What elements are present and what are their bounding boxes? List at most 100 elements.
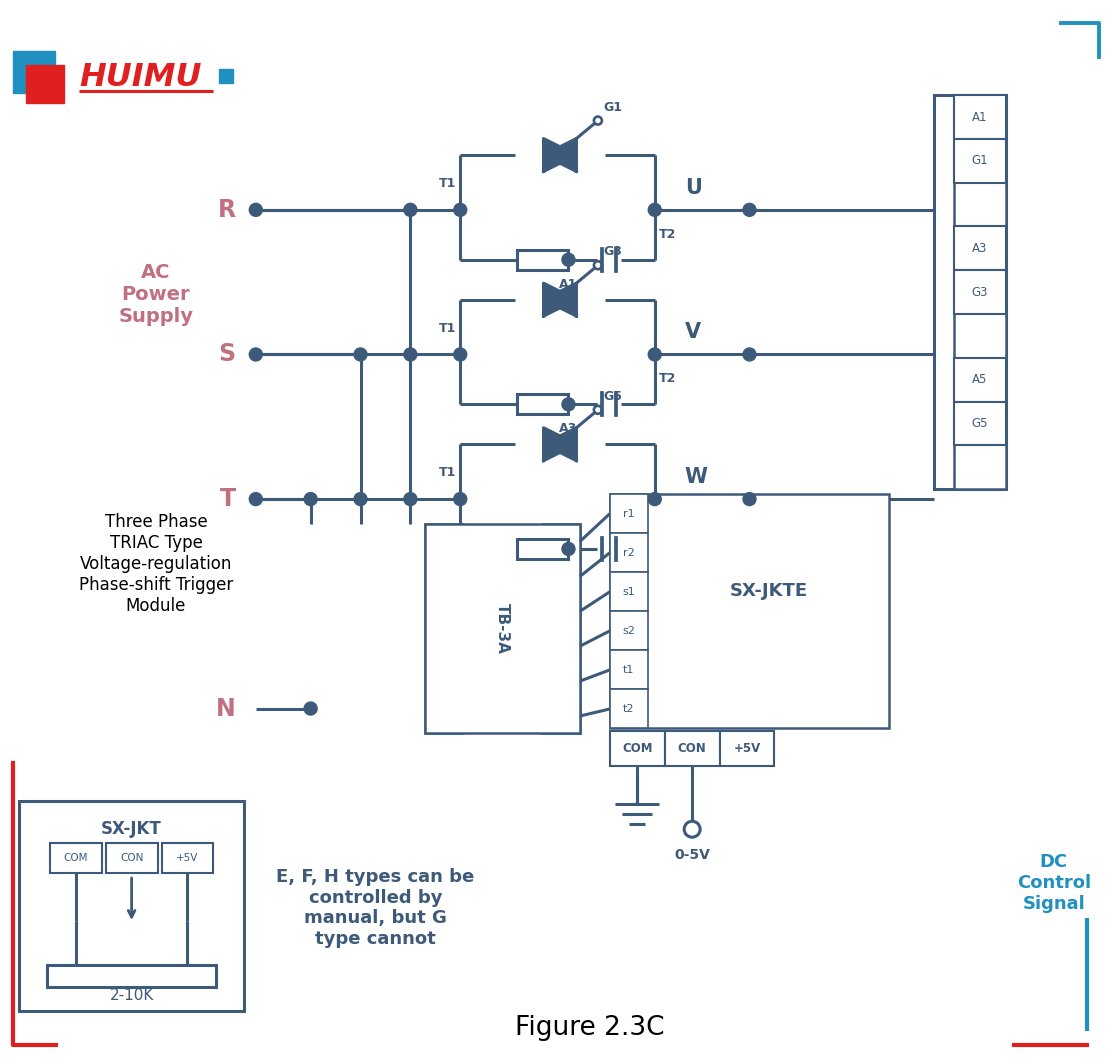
Circle shape	[562, 543, 575, 555]
Circle shape	[454, 493, 467, 505]
Bar	[517, 539, 568, 559]
Text: 2-10K: 2-10K	[109, 987, 153, 1002]
Bar	[426, 525, 464, 733]
Circle shape	[648, 493, 662, 505]
Text: T2: T2	[658, 517, 676, 530]
Bar	[426, 525, 580, 733]
Circle shape	[305, 493, 317, 505]
Bar	[19, 801, 244, 1011]
Bar	[13, 51, 56, 94]
Bar	[219, 69, 232, 83]
Text: COM: COM	[622, 743, 653, 755]
Bar	[517, 250, 568, 269]
Bar	[954, 358, 1006, 401]
Text: SX-JKTE: SX-JKTE	[729, 582, 807, 600]
Text: G5: G5	[604, 389, 623, 403]
Circle shape	[404, 493, 417, 505]
Bar	[609, 689, 648, 729]
Polygon shape	[544, 428, 576, 461]
Text: N: N	[216, 697, 236, 720]
Bar	[542, 525, 580, 733]
Bar	[609, 650, 648, 689]
Text: CON: CON	[120, 853, 143, 863]
Text: A3: A3	[559, 422, 577, 435]
Bar	[954, 227, 1006, 270]
Circle shape	[454, 203, 467, 216]
Text: T2: T2	[658, 228, 676, 240]
Text: G1: G1	[972, 154, 989, 167]
Text: r1: r1	[555, 536, 567, 547]
Circle shape	[404, 348, 417, 361]
Circle shape	[305, 702, 317, 715]
Text: V: V	[685, 322, 701, 343]
Bar	[954, 95, 1006, 139]
Polygon shape	[544, 138, 576, 171]
Circle shape	[562, 398, 575, 411]
Text: s2: s2	[623, 626, 635, 636]
Text: A3: A3	[972, 242, 987, 255]
Text: U: U	[685, 178, 702, 198]
Text: COM: COM	[63, 853, 88, 863]
Text: E, F, H types can be
controlled by
manual, but G
type cannot: E, F, H types can be controlled by manua…	[277, 868, 475, 948]
Circle shape	[743, 203, 756, 216]
Text: G3: G3	[604, 245, 623, 259]
Text: G1: G1	[604, 101, 623, 114]
Bar	[609, 533, 648, 572]
Text: S: S	[439, 596, 449, 609]
Text: +5V: +5V	[734, 743, 761, 755]
Bar	[50, 843, 101, 874]
Text: S: S	[219, 343, 236, 366]
Text: SX-JKT: SX-JKT	[101, 820, 162, 838]
Text: s1: s1	[623, 586, 635, 597]
Text: TB-3A: TB-3A	[495, 603, 510, 654]
Bar	[27, 65, 64, 103]
Text: AC
Power
Supply: AC Power Supply	[119, 263, 193, 327]
Text: 0-5V: 0-5V	[674, 848, 711, 862]
Circle shape	[249, 348, 262, 361]
Bar	[609, 572, 648, 612]
Text: t2: t2	[623, 704, 635, 714]
Circle shape	[743, 493, 756, 505]
Text: R: R	[439, 648, 449, 662]
Bar	[954, 270, 1006, 314]
Circle shape	[354, 348, 367, 361]
Text: T1: T1	[439, 177, 456, 189]
Bar	[106, 843, 158, 874]
Bar	[609, 731, 665, 766]
Text: R: R	[218, 198, 236, 221]
Text: Three Phase
TRIAC Type
Voltage-regulation
Phase-shift Trigger
Module: Three Phase TRIAC Type Voltage-regulatio…	[79, 513, 234, 615]
Polygon shape	[544, 138, 576, 171]
Circle shape	[454, 348, 467, 361]
Text: A5: A5	[559, 567, 577, 580]
Bar	[161, 843, 214, 874]
Text: t1: t1	[623, 665, 635, 675]
Text: t1: t1	[555, 676, 567, 686]
Circle shape	[354, 493, 367, 505]
Bar	[954, 401, 1006, 446]
Text: W: W	[685, 467, 707, 487]
Bar	[47, 965, 217, 986]
Polygon shape	[544, 283, 576, 316]
Bar	[719, 731, 774, 766]
Text: DC
Control
Signal: DC Control Signal	[1016, 853, 1091, 913]
Text: Three Phase Load
(Δ or Y connection): Three Phase Load (Δ or Y connection)	[956, 220, 984, 364]
Text: T1: T1	[439, 466, 456, 479]
Text: Figure 2.3C: Figure 2.3C	[515, 1015, 665, 1041]
Bar	[609, 494, 890, 729]
Text: T2: T2	[658, 372, 676, 385]
Text: +5V: +5V	[177, 853, 199, 863]
Circle shape	[249, 203, 262, 216]
Text: r2: r2	[555, 571, 567, 581]
Text: s2: s2	[555, 642, 567, 651]
Bar	[665, 731, 719, 766]
Bar	[934, 95, 1006, 489]
Bar	[609, 494, 648, 533]
Text: r2: r2	[623, 548, 635, 558]
Bar	[954, 139, 1006, 183]
Circle shape	[743, 348, 756, 361]
Text: A5: A5	[972, 373, 987, 386]
Circle shape	[562, 253, 575, 266]
Text: A1: A1	[972, 111, 987, 123]
Text: t2: t2	[555, 711, 567, 721]
Circle shape	[648, 203, 662, 216]
